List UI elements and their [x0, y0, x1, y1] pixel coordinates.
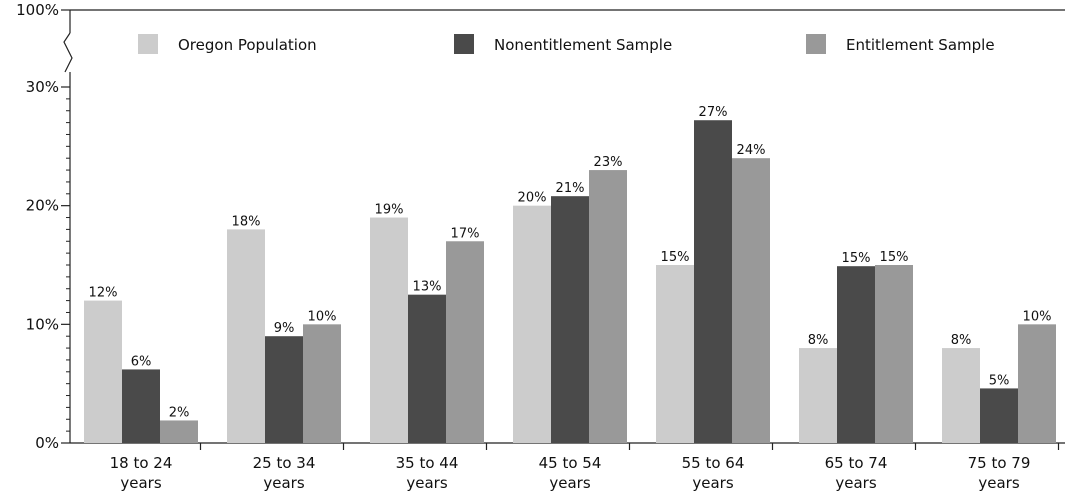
- bar-nonentitlement-sample: [551, 196, 589, 443]
- y-tick-label: 30%: [26, 78, 59, 96]
- bar-value-label: 8%: [808, 333, 829, 348]
- y-tick-label: 20%: [26, 197, 59, 215]
- bars: [84, 120, 1056, 444]
- category-label: years: [692, 474, 733, 492]
- bar-value-label: 5%: [989, 373, 1010, 388]
- bar-nonentitlement-sample: [694, 120, 732, 443]
- legend-label: Entitlement Sample: [846, 36, 995, 54]
- bar-nonentitlement-sample: [837, 266, 875, 443]
- legend-swatch: [454, 34, 474, 54]
- bar-entitlement-sample: [875, 265, 913, 443]
- bar-entitlement-sample: [446, 241, 484, 443]
- bar-oregon-population: [84, 300, 122, 443]
- category-label: 55 to 64: [682, 454, 745, 472]
- bar-oregon-population: [942, 348, 980, 443]
- category-label: 75 to 79: [968, 454, 1031, 472]
- data-labels: 12% 6% 2% 18% 9% 10% 19% 13% 17% 20% 21% 23% 15% 27% 2…: [89, 105, 1052, 420]
- bar-value-label: 12%: [89, 286, 118, 301]
- category-label: years: [406, 474, 447, 492]
- bar-oregon-population: [799, 348, 837, 443]
- category-label: years: [263, 474, 304, 492]
- y-top-label: 100%: [16, 1, 59, 19]
- bar-nonentitlement-sample: [408, 294, 446, 443]
- category-label: years: [835, 474, 876, 492]
- bar-nonentitlement-sample: [265, 336, 303, 443]
- legend-label: Oregon Population: [178, 36, 317, 54]
- category-label: years: [978, 474, 1019, 492]
- category-label: years: [120, 474, 161, 492]
- bar-value-label: 6%: [131, 354, 152, 369]
- legend-label: Nonentitlement Sample: [494, 36, 672, 54]
- bar-entitlement-sample: [160, 420, 198, 443]
- bar-entitlement-sample: [303, 324, 341, 443]
- bar-value-label: 9%: [274, 321, 295, 336]
- category-label: years: [549, 474, 590, 492]
- bar-value-label: 10%: [308, 309, 337, 324]
- bar-value-label: 2%: [169, 405, 190, 420]
- bar-value-label: 15%: [661, 250, 690, 265]
- bar-oregon-population: [513, 205, 551, 443]
- bar-value-label: 8%: [951, 333, 972, 348]
- bar-value-label: 27%: [699, 105, 728, 120]
- y-tick-label: 0%: [35, 434, 59, 452]
- bar-oregon-population: [227, 229, 265, 443]
- bar-nonentitlement-sample: [122, 369, 160, 443]
- bar-value-label: 15%: [842, 251, 871, 266]
- legend-swatch: [806, 34, 826, 54]
- bar-value-label: 15%: [880, 250, 909, 265]
- legend-swatch: [138, 34, 158, 54]
- category-label: 45 to 54: [539, 454, 602, 472]
- bar-value-label: 23%: [594, 155, 623, 170]
- bar-value-label: 24%: [737, 143, 766, 158]
- category-label: 65 to 74: [825, 454, 888, 472]
- category-labels: 18 to 24 years 25 to 34 years 35 to 44 years 4…: [110, 454, 1031, 492]
- bar-entitlement-sample: [589, 170, 627, 444]
- bar-nonentitlement-sample: [980, 388, 1018, 443]
- bar-value-label: 21%: [556, 181, 585, 196]
- bar-entitlement-sample: [732, 158, 770, 443]
- bar-value-label: 10%: [1023, 309, 1052, 324]
- category-label: 25 to 34: [253, 454, 316, 472]
- bar-value-label: 20%: [518, 191, 547, 206]
- bar-oregon-population: [370, 217, 408, 443]
- category-label: 35 to 44: [396, 454, 459, 472]
- bar-value-label: 18%: [232, 214, 261, 229]
- bar-entitlement-sample: [1018, 324, 1056, 443]
- axis-break-mark: [63, 32, 73, 73]
- bar-value-label: 19%: [375, 203, 404, 218]
- bar-value-label: 17%: [451, 226, 480, 241]
- category-label: 18 to 24: [110, 454, 173, 472]
- legend: Oregon Population Nonentitlement Sample En…: [138, 34, 995, 54]
- bar-oregon-population: [656, 265, 694, 443]
- y-tick-label: 10%: [26, 315, 59, 333]
- bar-value-label: 13%: [413, 280, 442, 295]
